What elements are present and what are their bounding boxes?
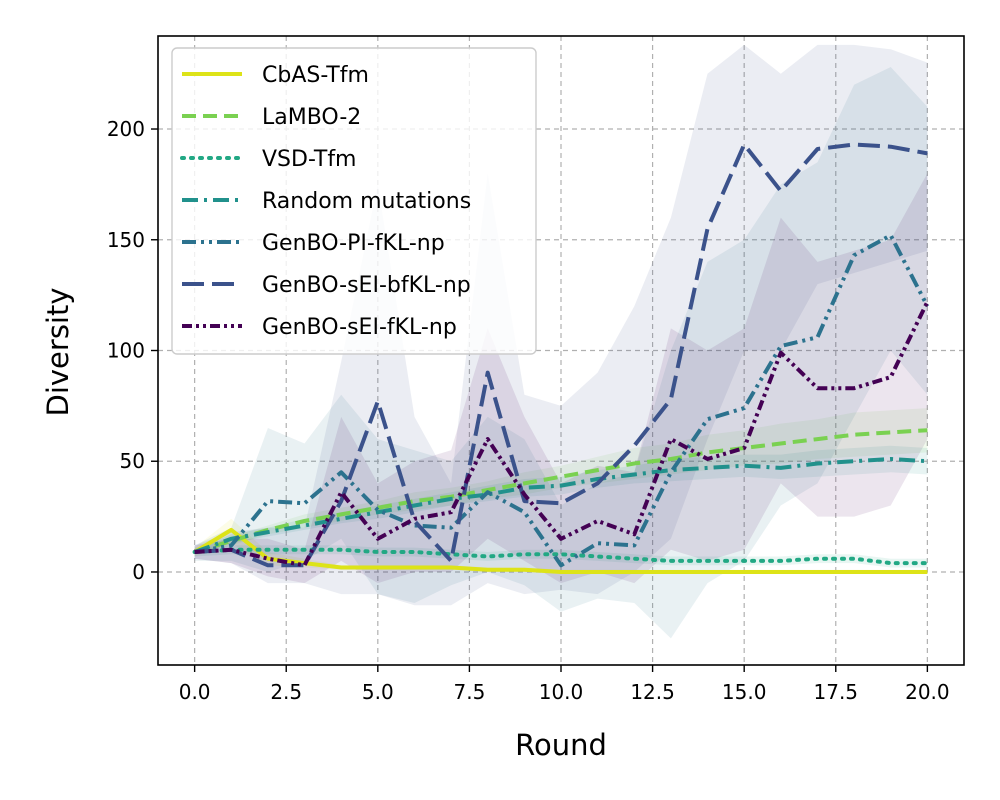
y-tick-label: 200 xyxy=(107,117,145,141)
x-tick-label: 7.5 xyxy=(454,680,486,704)
band-genbo-pi-fkl-np xyxy=(194,67,928,639)
series-line-genbo-sei-fkl-np xyxy=(194,300,930,568)
y-tick-label: 0 xyxy=(132,560,145,584)
series-line-lambo-2 xyxy=(194,428,928,554)
legend-label-genbo-sei-bfkl-np: GenBO-sEI-bfKL-np xyxy=(262,273,471,298)
x-tick-label: 20.0 xyxy=(905,680,950,704)
x-tick-label: 10.0 xyxy=(539,680,584,704)
series-lines xyxy=(192,142,930,574)
y-tick-label: 50 xyxy=(120,449,145,473)
legend-label-genbo-pi-fkl-np: GenBO-PI-fKL-np xyxy=(262,231,445,256)
x-tick-label: 5.0 xyxy=(362,680,394,704)
legend-label-random-mutations: Random mutations xyxy=(262,189,471,214)
band-random-mutations xyxy=(194,445,928,555)
x-tick-label: 2.5 xyxy=(270,680,302,704)
x-axis-ticks: 0.0 2.5 5.0 7.5 10.0 12.5 15.0 17.5 20.0 xyxy=(179,665,950,704)
band-lambo-2 xyxy=(194,408,928,555)
legend-label-cbas-tfm: CbAS-Tfm xyxy=(262,63,369,88)
series-line-random-mutations xyxy=(193,457,928,554)
legend-box xyxy=(171,47,537,355)
x-tick-label: 15.0 xyxy=(722,680,767,704)
x-tick-label: 17.5 xyxy=(814,680,859,704)
y-tick-label: 150 xyxy=(107,228,145,252)
legend-label-vsd-tfm: VSD-Tfm xyxy=(262,147,357,172)
x-axis-label: Round xyxy=(515,728,607,762)
series-line-cbas-tfm xyxy=(193,527,928,574)
series-line-genbo-sei-bfkl-np xyxy=(194,142,928,568)
y-axis-label: Diversity xyxy=(41,287,75,416)
x-tick-label: 0.0 xyxy=(179,680,211,704)
legend-label-lambo-2: LaMBO-2 xyxy=(262,105,361,130)
legend: CbAS-Tfm LaMBO-2 VSD-Tfm Random mutations Ge… xyxy=(171,47,537,355)
series-line-genbo-pi-fkl-np xyxy=(194,233,930,568)
band-genbo-sei-fkl-np xyxy=(194,173,928,584)
legend-label-genbo-sei-fkl-np: GenBO-sEI-fKL-np xyxy=(262,315,457,340)
series-line-vsd-tfm xyxy=(192,547,930,566)
y-axis-ticks: 0 50 100 150 200 xyxy=(107,117,158,584)
x-tick-label: 12.5 xyxy=(630,680,675,704)
y-tick-label: 100 xyxy=(107,339,145,363)
